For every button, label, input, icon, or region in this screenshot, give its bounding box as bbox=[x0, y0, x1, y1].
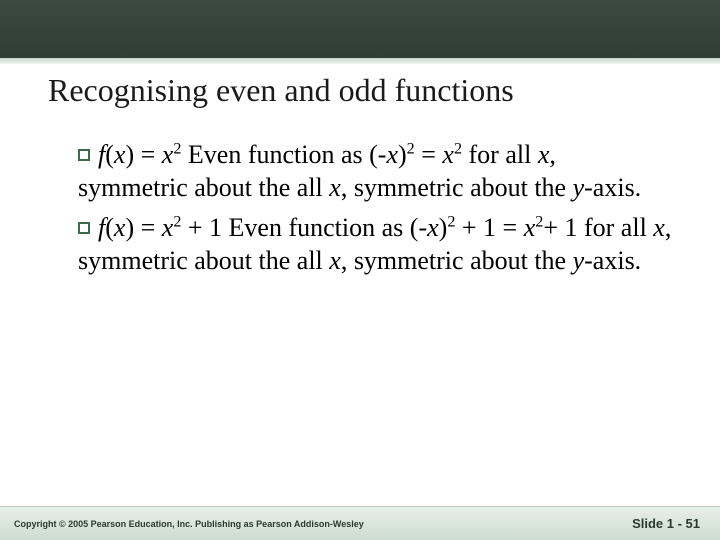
math-text: x bbox=[114, 213, 126, 242]
math-text: x bbox=[653, 213, 665, 242]
math-text: x bbox=[427, 213, 439, 242]
math-text: x bbox=[329, 246, 341, 275]
math-sup: 2 bbox=[407, 140, 415, 157]
body-text: -axis. bbox=[584, 246, 641, 275]
math-text: x bbox=[386, 140, 398, 169]
bullet-2: f(x) = x2 + 1 Even function as (-x)2 + 1… bbox=[78, 211, 672, 278]
math-text: x bbox=[329, 173, 341, 202]
body-text: Even function as (- bbox=[181, 140, 386, 169]
math-text: ( bbox=[105, 140, 114, 169]
math-text: x bbox=[538, 140, 550, 169]
body-text: -axis. bbox=[584, 173, 641, 202]
slide-number: Slide 1 - 51 bbox=[632, 516, 700, 531]
math-text: = bbox=[415, 140, 443, 169]
body-text: for all bbox=[462, 140, 538, 169]
math-text: ) = bbox=[125, 140, 161, 169]
footer-bar: Copyright © 2005 Pearson Education, Inc.… bbox=[0, 506, 720, 540]
math-text: ) = bbox=[125, 213, 161, 242]
math-text: y bbox=[573, 173, 585, 202]
body-text: , symmetric about the bbox=[341, 246, 573, 275]
math-text: x bbox=[524, 213, 536, 242]
bullet-square-icon bbox=[78, 222, 90, 234]
copyright-text: Copyright © 2005 Pearson Education, Inc.… bbox=[14, 519, 364, 529]
math-text: ) bbox=[398, 140, 407, 169]
math-text: x bbox=[442, 140, 454, 169]
math-text: x bbox=[162, 140, 174, 169]
math-text: x bbox=[162, 213, 174, 242]
bullet-square-icon bbox=[78, 149, 90, 161]
body-text: + 1 Even function as (- bbox=[181, 213, 427, 242]
bullet-1: f(x) = x2 Even function as (-x)2 = x2 fo… bbox=[78, 138, 672, 205]
math-text: + 1 = bbox=[455, 213, 523, 242]
math-text: ( bbox=[105, 213, 114, 242]
math-text: y bbox=[573, 246, 585, 275]
slide-body: f(x) = x2 Even function as (-x)2 = x2 fo… bbox=[78, 138, 672, 283]
math-text: x bbox=[114, 140, 126, 169]
header-band bbox=[0, 0, 720, 58]
body-text: , symmetric about the bbox=[341, 173, 573, 202]
body-text: + 1 for all bbox=[543, 213, 653, 242]
math-sup: 2 bbox=[454, 140, 462, 157]
slide-title: Recognising even and odd functions bbox=[48, 72, 514, 109]
